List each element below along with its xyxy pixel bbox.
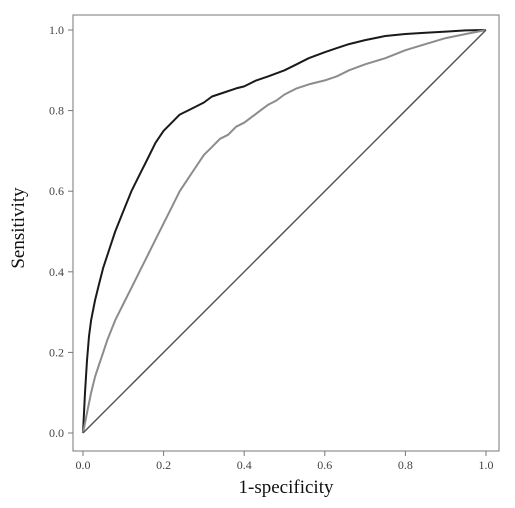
y-tick-label: 0.2 bbox=[49, 345, 64, 359]
x-axis-title: 1-specificity bbox=[239, 477, 334, 498]
reference-diagonal bbox=[82, 29, 487, 434]
x-tick-label: 0.2 bbox=[156, 458, 171, 472]
y-tick-label: 1.0 bbox=[49, 23, 64, 37]
x-tick-label: 0.4 bbox=[237, 458, 252, 472]
x-tick-label: 0.0 bbox=[76, 458, 91, 472]
y-tick-label: 0.0 bbox=[49, 426, 64, 440]
roc-curve-dark bbox=[82, 29, 487, 434]
series-group bbox=[82, 29, 487, 434]
y-axis-ticks: 0.0 0.2 0.4 0.6 0.8 1.0 bbox=[49, 23, 73, 440]
y-tick-label: 0.8 bbox=[49, 104, 64, 118]
x-axis-ticks: 0.0 0.2 0.4 0.6 0.8 1.0 bbox=[76, 451, 494, 472]
y-tick-label: 0.6 bbox=[49, 184, 64, 198]
y-axis-title: Sensitivity bbox=[8, 187, 29, 269]
y-tick-label: 0.4 bbox=[49, 265, 64, 279]
x-tick-label: 0.8 bbox=[398, 458, 413, 472]
plot-frame bbox=[72, 14, 500, 452]
roc-curve-gray bbox=[82, 29, 487, 434]
x-tick-label: 1.0 bbox=[479, 458, 494, 472]
x-tick-label: 0.6 bbox=[317, 458, 332, 472]
